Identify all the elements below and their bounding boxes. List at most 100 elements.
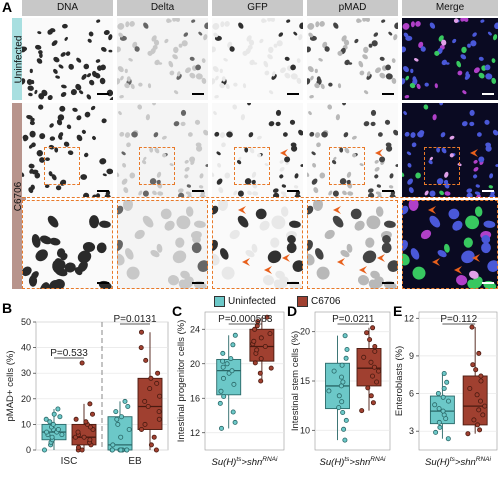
cell-nucleus (89, 215, 100, 229)
chart-b-uninfected-eb-point (118, 447, 124, 453)
cell-nucleus (379, 56, 385, 61)
chart-b-ylabel: pMAD+ cells (%) (5, 351, 16, 422)
cell-nucleus (184, 159, 189, 164)
cell-nucleus (257, 153, 262, 158)
cell-nucleus (368, 192, 375, 197)
cell-nucleus (363, 46, 369, 54)
cell-nucleus (248, 132, 254, 138)
cell-nucleus (80, 174, 88, 180)
scale-bar (97, 93, 109, 95)
chart-e-c6706-point (473, 367, 479, 373)
cell-nucleus (220, 248, 229, 260)
cell-nucleus (82, 241, 96, 253)
chart-b-uninfected-eb-point (124, 447, 130, 453)
chart-c-ytick-label: 20 (190, 359, 200, 369)
cell-nucleus (22, 46, 27, 51)
panel-a-letter: A (2, 0, 13, 15)
cell-nucleus (251, 179, 256, 185)
cell-nucleus (292, 260, 303, 272)
micrograph-infected-pmad-svg (307, 103, 398, 197)
cell-nucleus (49, 123, 54, 128)
micrograph-infected-pmad (307, 103, 398, 197)
cell-nucleus (195, 145, 203, 152)
chart-e-ytick-label: 12 (404, 313, 414, 323)
cell-nucleus (346, 243, 353, 253)
cell-nucleus (39, 133, 46, 140)
cell-nucleus (293, 185, 299, 189)
cell-nucleus (377, 194, 382, 197)
cell-nucleus (393, 129, 398, 136)
cell-nucleus (300, 164, 303, 167)
cell-nucleus (176, 71, 181, 77)
cell-nucleus (156, 171, 162, 178)
arrowhead-icon (432, 258, 440, 266)
chart-e-svg: 3 6 9 12 Enteroblasts (%) P=0.112 Su(H)ts>shnR… (394, 311, 498, 468)
cell-nucleus (420, 46, 426, 52)
chart-b-ytick-label: 20 (21, 394, 31, 404)
chart-c-xlabel: Su(H)ts>shnRNAi (212, 456, 278, 468)
chart-b-uninfected-isc-point (42, 447, 48, 453)
cell-nucleus (382, 235, 391, 244)
cell-nucleus (38, 104, 44, 110)
cell-nucleus (178, 279, 189, 289)
cell-nucleus (376, 184, 382, 188)
chart-b-uninfected-isc-point (59, 432, 65, 438)
cell-nucleus (178, 43, 183, 48)
arrowhead-icon (242, 258, 250, 266)
cell-nucleus (59, 105, 66, 112)
cell-nucleus (463, 237, 473, 248)
cell-nucleus (108, 49, 113, 53)
chart-e-c6706-point (470, 362, 476, 368)
scale-bar (97, 282, 109, 284)
cell-nucleus (94, 72, 101, 79)
cell-nucleus (247, 190, 252, 196)
chart-d: 10 15 20 Intestinal stem cells (%) P=0.0211 S… (287, 300, 393, 493)
micrograph-zoom-dna-svg (22, 215, 112, 289)
chart-c-uninfected-point (220, 364, 226, 370)
panel-b-letter: B (2, 300, 13, 316)
cell-nucleus (294, 173, 299, 179)
cell-nucleus (130, 83, 135, 90)
cell-nucleus (191, 19, 196, 23)
chart-b-c6706-isc-point (75, 429, 81, 435)
cell-nucleus (90, 105, 96, 111)
cell-nucleus (251, 243, 258, 253)
col-header-merge: Merge (402, 0, 498, 16)
chart-d-uninfected-point (339, 399, 345, 405)
chart-b-uninfected-isc-point (55, 406, 61, 412)
cell-nucleus (212, 46, 216, 53)
cell-nucleus (212, 78, 216, 85)
col-header-pmad: pMAD (307, 0, 398, 16)
cell-nucleus (287, 235, 296, 244)
chart-c-uninfected-point (220, 358, 226, 364)
chart-d-c6706-point (376, 368, 382, 374)
chart-e-xlabel: Su(H)ts>shnRNAi (425, 456, 491, 468)
cell-nucleus (429, 22, 436, 29)
cell-nucleus (149, 178, 157, 185)
cell-nucleus (221, 266, 235, 280)
cell-nucleus (218, 187, 224, 194)
cell-nucleus (194, 220, 206, 228)
cell-nucleus (267, 54, 273, 60)
cell-nucleus (95, 59, 101, 63)
cell-nucleus (219, 68, 223, 74)
chart-b-ytick-label: 40 (21, 343, 31, 353)
cell-nucleus (469, 121, 475, 127)
cell-nucleus (444, 171, 449, 178)
chart-c-uninfected-point (218, 388, 224, 394)
cell-nucleus (185, 67, 191, 74)
cell-nucleus (118, 32, 124, 38)
cell-nucleus (154, 147, 160, 154)
cell-nucleus (383, 280, 397, 289)
cell-nucleus (456, 60, 462, 68)
chart-e-c6706-point (476, 350, 482, 356)
chart-d-ylabel: Intestinal stem cells (%) (290, 331, 301, 431)
cell-nucleus (176, 215, 191, 230)
chart-c-xlabel-part: >shn (241, 457, 262, 468)
cell-nucleus (177, 188, 184, 193)
cell-nucleus (22, 172, 25, 177)
cell-nucleus (284, 156, 291, 163)
micrograph-zoom-merge (402, 200, 498, 289)
chart-e-xlabel-part: RNAi (476, 456, 492, 463)
